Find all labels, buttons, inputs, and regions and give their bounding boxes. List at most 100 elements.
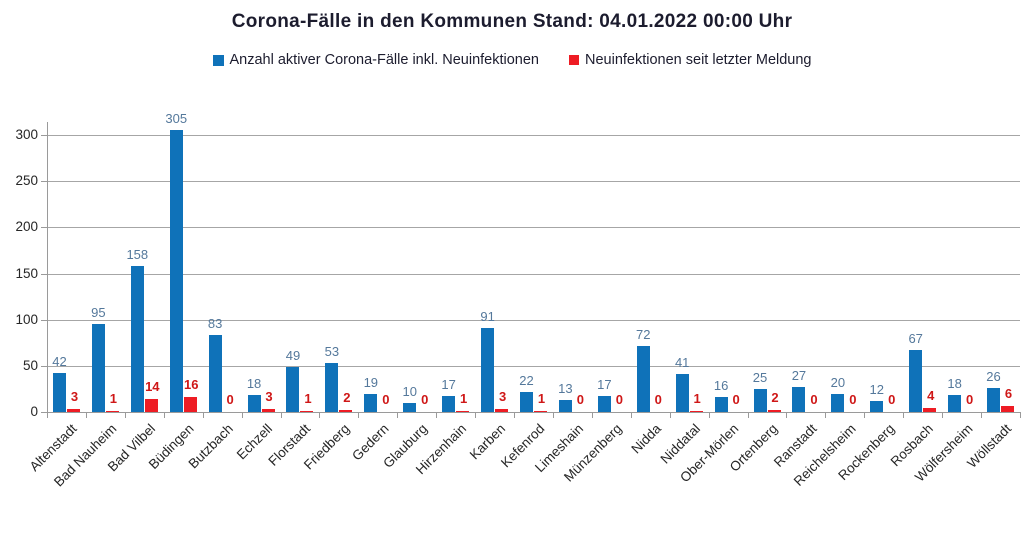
x-tick [85,412,87,418]
x-tick [475,412,477,418]
bar-new-infections [495,409,509,412]
gridline [47,365,1020,367]
bar-value-label-active: 12 [869,382,884,397]
x-tick [630,412,632,418]
bar-new-infections [767,410,781,412]
bar-active-cases [987,388,1001,412]
bar-value-label-active: 158 [126,247,149,262]
gridline [47,135,1020,137]
bar-active-cases [325,363,339,412]
bar-value-label-new: 0 [810,392,818,407]
bar-value-label-new: 2 [771,390,779,405]
bar-value-label-active: 10 [402,384,417,399]
y-axis-line [47,122,48,412]
bar-value-label-new: 0 [888,392,896,407]
bar-active-cases [909,350,923,412]
bar-value-label-new: 2 [343,390,351,405]
bar-value-label-active: 13 [558,381,573,396]
bar-new-infections [339,410,353,412]
bar-value-label-new: 0 [849,392,857,407]
bar-active-cases [247,395,261,412]
bar-value-label-active: 27 [791,368,807,383]
bar-active-cases [208,335,222,412]
x-tick [202,412,204,418]
x-tick [124,412,126,418]
x-tick [786,412,788,418]
bar-value-label-active: 25 [752,370,768,385]
y-tick-label: 250 [15,173,38,189]
chart-title: Corona-Fälle in den Kommunen Stand: 04.0… [231,11,793,32]
bar-new-infections [923,408,937,412]
x-tick [241,412,243,418]
x-tick [708,412,710,418]
bar-value-label-new: 0 [421,392,429,407]
x-tick [47,412,48,418]
x-tick [436,412,438,418]
bar-active-cases [792,387,806,412]
bar-active-cases [286,367,300,412]
x-tick [514,412,516,418]
x-tick [864,412,866,418]
bar-value-label-new: 0 [965,392,974,407]
bar-active-cases [753,389,767,412]
legend-item-new-infections: Neuinfektionen seit letzter Meldung [569,52,812,68]
bar-active-cases [364,394,378,412]
x-tick [825,412,827,418]
y-tick-label: 100 [15,311,38,327]
bar-value-label-new: 3 [498,389,507,404]
y-tick [41,181,47,183]
bar-value-label-new: 1 [109,391,117,406]
bar-active-cases [520,392,533,412]
x-tick [397,412,399,418]
bar-value-label-active: 49 [285,348,301,363]
bar-active-cases [481,328,495,412]
legend-label-active-cases: Anzahl aktiver Corona-Fälle inkl. Neuinf… [229,52,540,68]
bar-value-label-active: 19 [363,375,379,390]
chart-legend: Anzahl aktiver Corona-Fälle inkl. Neuinf… [0,52,1024,68]
bar-value-label-new: 0 [732,392,740,407]
y-tick [41,273,47,275]
bar-value-label-new: 0 [654,392,662,407]
gridline [47,273,1020,275]
y-tick-label: 50 [22,357,38,373]
bar-value-label-active: 67 [908,331,923,346]
bar-new-infections [689,411,703,412]
bar-active-cases [831,394,845,412]
y-tick-label: 200 [15,219,38,235]
bar-active-cases [91,324,105,412]
bar-new-infections [300,411,314,412]
bar-active-cases [675,374,689,412]
legend-item-active-cases: Anzahl aktiver Corona-Fälle inkl. Neuinf… [212,52,540,68]
bar-active-cases [597,396,611,412]
bar-value-label-active: 16 [713,378,729,393]
bar-value-label-active: 17 [597,377,612,392]
bar-value-label-new: 0 [615,392,623,407]
bar-value-label-active: 18 [246,376,262,391]
y-tick [41,319,47,321]
bar-value-label-active: 83 [207,316,223,331]
bar-value-label-active: 20 [830,375,846,390]
legend-swatch-active-cases [212,54,224,66]
y-tick-label: 150 [15,265,38,281]
y-tick [41,135,47,137]
bar-value-label-new: 1 [460,391,468,406]
bar-value-label-active: 26 [986,369,1001,384]
y-tick-label: 300 [15,127,38,143]
bar-value-label-new: 1 [304,391,312,406]
bar-new-infections [456,411,470,412]
x-tick [903,412,905,418]
bar-new-infections [105,411,119,412]
x-axis-label: Nidda [628,421,664,457]
bar-value-label-active: 17 [441,377,456,392]
bar-value-label-active: 18 [947,376,962,391]
bar-active-cases [870,401,884,412]
x-tick [669,412,671,418]
bar-value-label-new: 6 [1004,386,1013,401]
bar-active-cases [403,403,417,412]
x-tick [280,412,282,418]
gridline [47,227,1020,229]
bar-new-infections [66,409,80,412]
bar-active-cases [558,400,572,412]
bar-value-label-active: 305 [165,111,188,126]
bar-value-label-active: 41 [674,355,690,370]
